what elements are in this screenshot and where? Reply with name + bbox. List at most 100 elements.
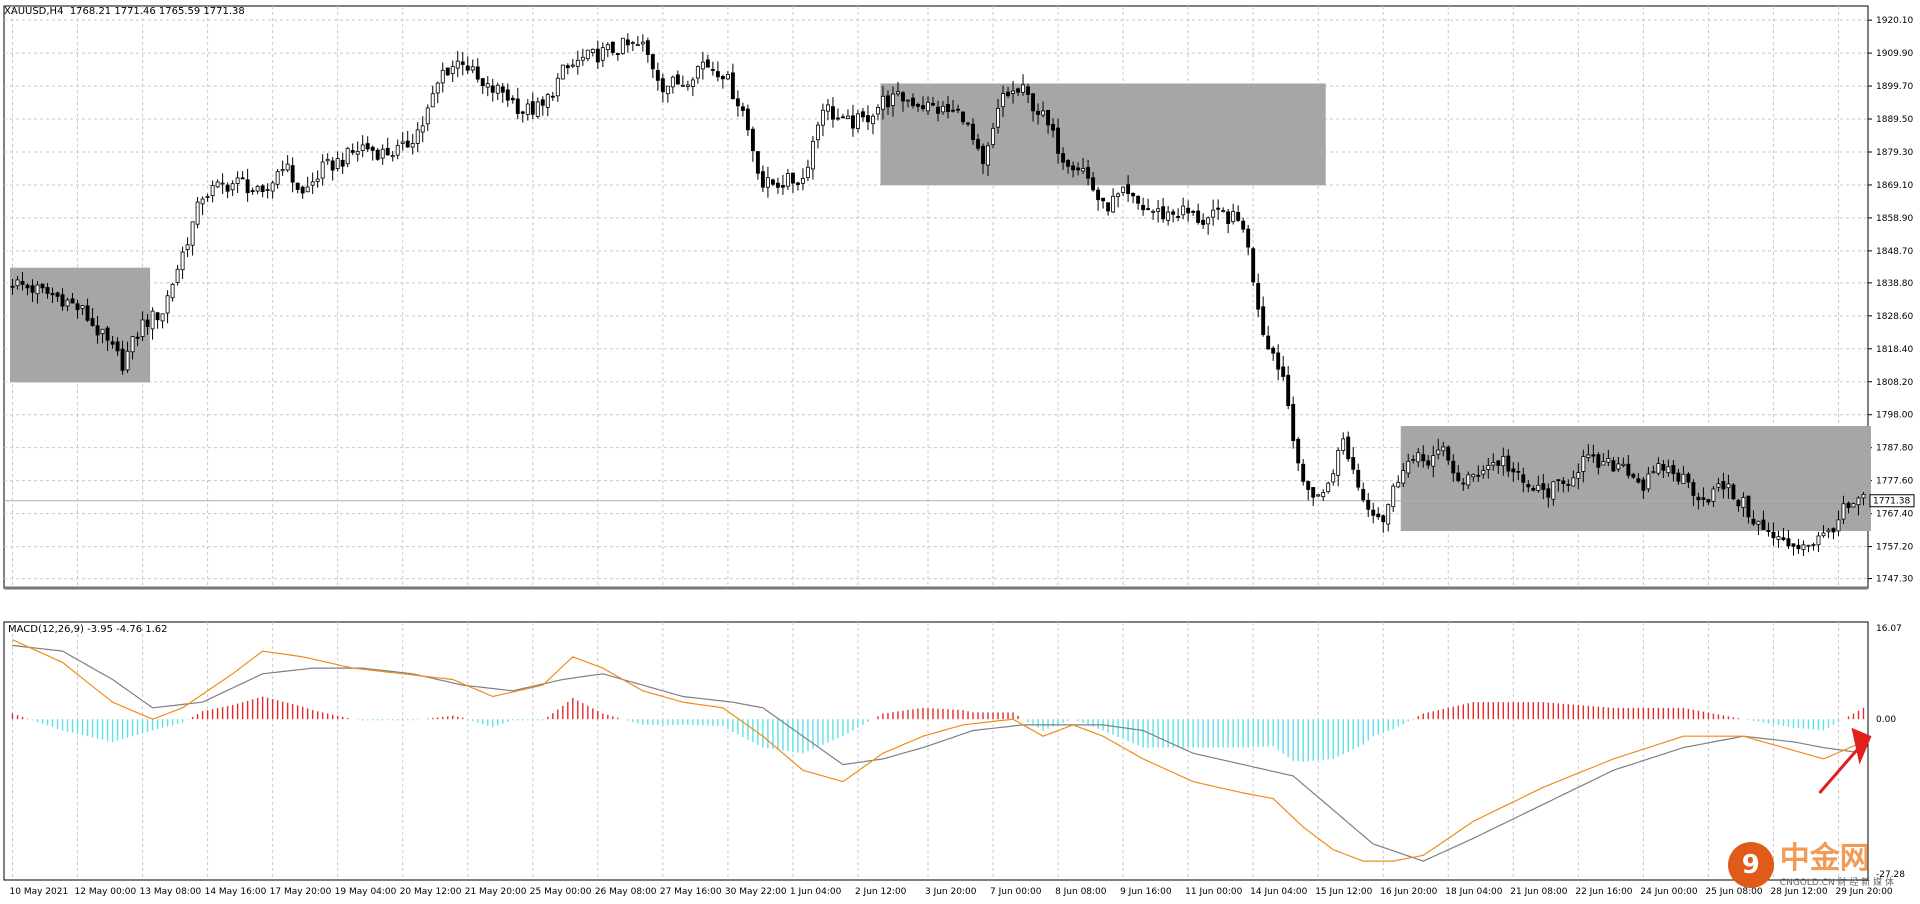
- candle: [705, 54, 710, 68]
- candle-body: [295, 182, 300, 190]
- candle: [570, 58, 575, 69]
- candle: [1781, 527, 1786, 541]
- candle-body: [700, 61, 705, 70]
- candle-body: [1031, 93, 1036, 112]
- candle-body: [75, 303, 80, 311]
- candle-body: [1381, 515, 1386, 523]
- candle-body: [856, 113, 860, 129]
- candle-body: [240, 177, 245, 180]
- candle-body: [670, 76, 675, 88]
- candle-body: [825, 104, 830, 112]
- candle: [1406, 453, 1411, 478]
- candle: [510, 95, 515, 104]
- candle: [330, 157, 335, 181]
- candle-body: [1191, 211, 1196, 213]
- candle-body: [460, 61, 465, 65]
- candle-body: [1516, 471, 1521, 473]
- candle: [1806, 544, 1811, 553]
- candle-body: [420, 125, 425, 133]
- candle: [380, 144, 385, 165]
- candle-body: [265, 189, 270, 192]
- candle-body: [320, 161, 325, 179]
- candle: [160, 313, 165, 329]
- x-tick-label: 27 May 16:00: [660, 887, 722, 897]
- candle-body: [876, 107, 880, 115]
- candle-body: [1476, 474, 1481, 477]
- candle: [1611, 456, 1616, 473]
- candle-body: [515, 98, 520, 114]
- candle: [1686, 472, 1691, 489]
- candle: [235, 171, 240, 193]
- candle: [770, 178, 775, 186]
- candle: [245, 168, 250, 202]
- candle: [1376, 507, 1381, 520]
- candle: [846, 109, 850, 120]
- y-tick-label: 1879.30: [1876, 148, 1913, 158]
- candle-body: [891, 93, 895, 106]
- candle: [415, 122, 420, 153]
- candle: [1401, 462, 1406, 487]
- candle: [946, 96, 950, 119]
- candle: [1046, 109, 1051, 134]
- candle-body: [1691, 482, 1696, 496]
- candle-body: [936, 106, 940, 114]
- candle-body: [1811, 544, 1816, 546]
- candle-body: [255, 185, 260, 192]
- candle-body: [1701, 497, 1706, 500]
- candle-body: [1441, 446, 1446, 452]
- candle-body: [170, 283, 175, 299]
- candle-body: [1156, 208, 1161, 212]
- candle: [1381, 514, 1386, 533]
- candle: [1466, 471, 1471, 490]
- candle: [1156, 199, 1161, 223]
- candle-body: [800, 178, 805, 184]
- candle-body: [275, 171, 280, 185]
- candle-body: [330, 160, 335, 171]
- candle-body: [1726, 483, 1731, 489]
- candle: [1001, 85, 1005, 117]
- candle: [710, 61, 715, 76]
- candle: [690, 77, 695, 97]
- candle: [1541, 474, 1546, 500]
- candle-body: [655, 70, 660, 81]
- candle: [30, 279, 35, 302]
- candle-body: [35, 284, 40, 295]
- candle: [916, 102, 920, 112]
- candle: [1136, 194, 1141, 210]
- candle-body: [145, 319, 150, 327]
- candle: [1366, 493, 1371, 518]
- candle-body: [1271, 347, 1276, 354]
- candle-body: [1771, 531, 1776, 539]
- candle-body: [996, 108, 1000, 128]
- candle-body: [1816, 535, 1821, 546]
- x-tick-label: 20 May 12:00: [400, 887, 462, 897]
- candle-body: [1371, 509, 1376, 516]
- candle-body: [635, 44, 640, 47]
- candle: [175, 264, 180, 286]
- candle: [440, 62, 445, 93]
- candle-body: [1461, 482, 1466, 485]
- candle: [1436, 438, 1441, 460]
- candle-body: [385, 147, 390, 156]
- candle: [530, 92, 535, 120]
- candle: [700, 51, 705, 80]
- candle-body: [660, 78, 665, 93]
- candle-body: [435, 82, 440, 94]
- candle-body: [165, 295, 170, 314]
- candle: [1846, 501, 1851, 514]
- candle-body: [215, 181, 220, 188]
- candle-body: [871, 115, 875, 125]
- y-tick-label: 1808.20: [1876, 378, 1913, 388]
- candle-body: [851, 115, 855, 129]
- candle: [60, 288, 65, 311]
- candle: [991, 122, 995, 149]
- candle: [140, 311, 145, 342]
- candle: [1076, 162, 1081, 176]
- candle-body: [770, 179, 775, 185]
- y-tick-label: 1818.40: [1876, 345, 1913, 355]
- logo-cn-text: 中金网: [1779, 840, 1870, 876]
- candle-body: [906, 99, 910, 102]
- candle-body: [175, 268, 180, 283]
- candle: [1296, 437, 1301, 472]
- candle: [575, 50, 580, 75]
